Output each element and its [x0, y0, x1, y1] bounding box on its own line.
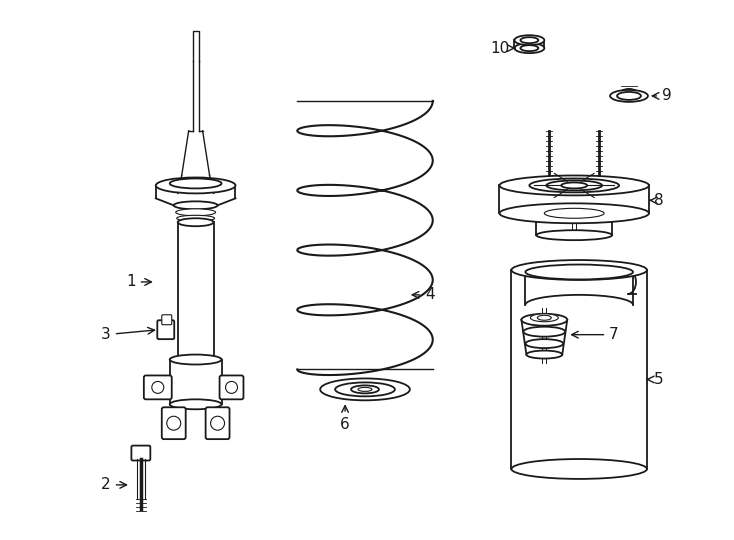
Ellipse shape — [177, 215, 214, 221]
Ellipse shape — [512, 459, 647, 479]
Ellipse shape — [526, 265, 633, 280]
Ellipse shape — [178, 218, 214, 226]
Text: 3: 3 — [101, 327, 154, 342]
Ellipse shape — [537, 230, 612, 240]
Text: 10: 10 — [490, 40, 515, 56]
Ellipse shape — [500, 204, 649, 223]
Ellipse shape — [170, 400, 222, 409]
FancyBboxPatch shape — [131, 446, 150, 461]
Ellipse shape — [170, 179, 222, 188]
Ellipse shape — [537, 315, 551, 320]
Text: 8: 8 — [650, 193, 664, 208]
Ellipse shape — [170, 355, 222, 365]
Ellipse shape — [562, 183, 587, 188]
Ellipse shape — [520, 45, 538, 51]
FancyBboxPatch shape — [219, 375, 244, 400]
Ellipse shape — [320, 379, 410, 400]
FancyBboxPatch shape — [206, 407, 230, 439]
Text: 6: 6 — [340, 406, 350, 431]
Circle shape — [211, 416, 225, 430]
FancyBboxPatch shape — [157, 320, 174, 339]
Ellipse shape — [358, 387, 372, 392]
Ellipse shape — [174, 201, 217, 210]
FancyBboxPatch shape — [161, 315, 172, 325]
Text: 7: 7 — [572, 327, 619, 342]
Ellipse shape — [529, 179, 619, 192]
Ellipse shape — [175, 209, 216, 216]
FancyBboxPatch shape — [144, 375, 172, 400]
Text: 1: 1 — [126, 274, 151, 289]
Ellipse shape — [610, 90, 648, 102]
Ellipse shape — [515, 35, 545, 45]
Text: 2: 2 — [101, 477, 126, 492]
Ellipse shape — [156, 178, 236, 193]
Ellipse shape — [512, 260, 647, 280]
Ellipse shape — [526, 339, 563, 348]
Ellipse shape — [335, 382, 395, 396]
Ellipse shape — [515, 43, 545, 53]
Text: 9: 9 — [653, 89, 672, 103]
Ellipse shape — [546, 180, 602, 191]
Ellipse shape — [521, 314, 567, 326]
Circle shape — [152, 381, 164, 393]
Circle shape — [167, 416, 181, 430]
Ellipse shape — [520, 37, 538, 43]
Ellipse shape — [526, 350, 562, 359]
Text: 5: 5 — [647, 372, 664, 387]
Text: 4: 4 — [413, 287, 435, 302]
Circle shape — [225, 381, 238, 393]
Ellipse shape — [523, 327, 565, 336]
Ellipse shape — [500, 176, 649, 195]
Ellipse shape — [531, 314, 559, 322]
Ellipse shape — [545, 208, 604, 218]
FancyBboxPatch shape — [161, 407, 186, 439]
Ellipse shape — [351, 386, 379, 393]
Ellipse shape — [617, 92, 641, 100]
